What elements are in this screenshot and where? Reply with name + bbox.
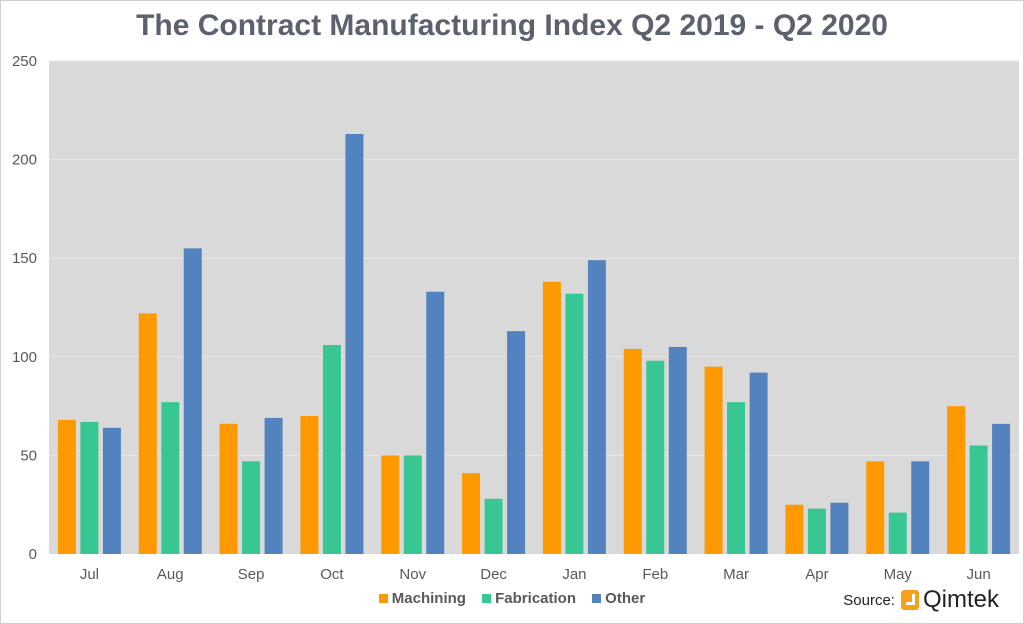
x-tick-label: Oct (320, 566, 344, 583)
x-tick-label: Jan (562, 566, 586, 583)
y-tick-label: 100 (12, 349, 37, 366)
bar-other-nov (426, 291, 445, 554)
bar-fabrication-jul (80, 421, 99, 554)
bar-fabrication-apr (807, 508, 826, 554)
bar-other-feb (668, 346, 687, 554)
bar-other-apr (830, 502, 849, 554)
y-tick-label: 0 (29, 546, 37, 563)
bar-other-dec (507, 331, 526, 554)
bar-fabrication-jan (565, 293, 584, 554)
bar-machining-sep (219, 423, 238, 554)
legend-label: Machining (391, 590, 466, 607)
x-tick-label: Feb (642, 566, 668, 583)
y-tick-label: 200 (12, 152, 37, 169)
bar-fabrication-mar (727, 402, 746, 554)
bar-other-aug (183, 248, 202, 554)
legend-label: Other (605, 590, 646, 607)
bar-other-jun (992, 423, 1011, 554)
bar-other-may (911, 461, 930, 554)
legend-item-other: Other (592, 590, 645, 607)
y-tick-label: 250 (12, 53, 37, 70)
x-tick-label: Jul (80, 566, 99, 583)
legend-item-fabrication: Fabrication (482, 590, 576, 607)
x-tick-label: Aug (157, 566, 184, 583)
y-tick-label: 150 (12, 250, 37, 267)
x-tick-label: Jun (966, 566, 990, 583)
bar-machining-nov (381, 455, 400, 554)
source-credit: Source: Qimtek (843, 586, 999, 614)
legend-swatch (378, 594, 388, 603)
bar-machining-aug (138, 313, 157, 554)
y-tick-label: 50 (20, 447, 37, 464)
bar-fabrication-sep (242, 461, 261, 554)
legend-swatch (592, 594, 602, 603)
plot-area (49, 61, 1019, 554)
x-tick-label: Nov (399, 566, 426, 583)
bar-fabrication-feb (646, 360, 665, 554)
bar-machining-jun (947, 406, 966, 554)
legend: Machining Fabrication Other (1, 590, 1023, 607)
legend-item-machining: Machining (378, 590, 466, 607)
bar-fabrication-jun (969, 445, 988, 554)
bar-other-oct (345, 133, 364, 555)
source-brand: Qimtek (922, 586, 999, 613)
x-tick-label: Mar (723, 566, 749, 583)
bar-machining-dec (462, 473, 481, 554)
bar-machining-mar (704, 366, 723, 554)
chart-title: The Contract Manufacturing Index Q2 2019… (136, 9, 888, 42)
source-label: Source: (843, 591, 895, 609)
x-tick-label: May (884, 566, 913, 583)
bar-fabrication-may (888, 512, 907, 554)
bar-fabrication-oct (322, 344, 341, 554)
bar-fabrication-dec (484, 498, 503, 554)
x-tick-label: Apr (805, 566, 828, 583)
legend-swatch (482, 594, 492, 603)
qimtek-logo-icon (900, 590, 919, 610)
bar-machining-jul (57, 419, 76, 554)
bar-machining-oct (300, 415, 319, 554)
bar-other-jul (102, 427, 121, 554)
legend-label: Fabrication (495, 590, 576, 607)
bar-fabrication-nov (403, 455, 422, 554)
bar-other-jan (587, 260, 606, 554)
bar-machining-jan (542, 281, 561, 554)
x-tick-label: Dec (480, 566, 507, 583)
bar-other-mar (749, 372, 768, 554)
bar-machining-feb (623, 348, 642, 554)
bar-other-sep (264, 417, 283, 554)
bar-fabrication-aug (161, 402, 180, 554)
bar-machining-may (866, 461, 885, 554)
bar-machining-apr (785, 504, 804, 554)
x-tick-label: Sep (238, 566, 265, 583)
